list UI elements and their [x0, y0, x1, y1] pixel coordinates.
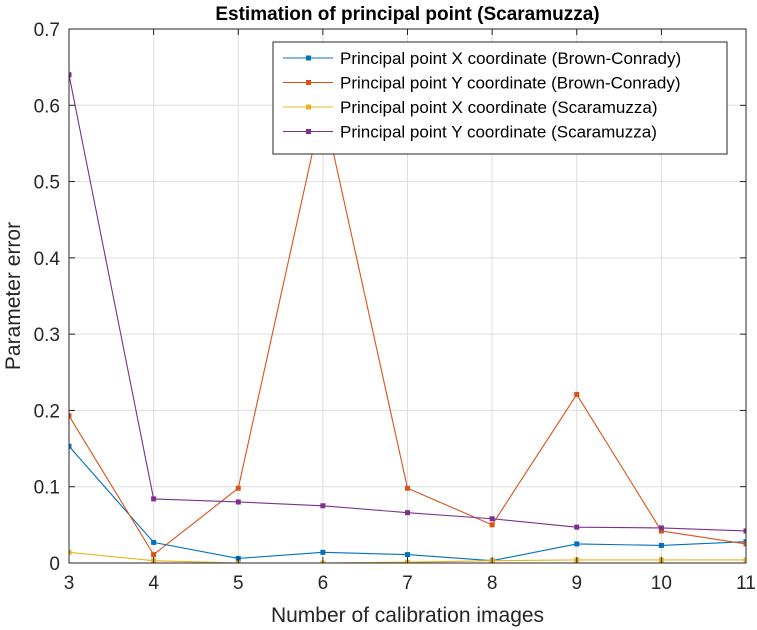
data-point — [405, 510, 410, 516]
data-point — [743, 541, 746, 547]
data-point — [151, 539, 157, 545]
legend-entry: Principal point X coordinate (Scaramuzza… — [340, 98, 657, 117]
legend-entry: Principal point Y coordinate (Brown-Conr… — [340, 74, 681, 93]
data-point — [235, 499, 241, 505]
x-tick-label: 8 — [487, 573, 498, 594]
x-tick-label: 9 — [571, 573, 582, 594]
legend-entry: Principal point Y coordinate (Scaramuzza… — [340, 123, 657, 142]
data-point — [69, 72, 72, 78]
data-point — [489, 516, 495, 522]
x-tick-label: 10 — [651, 573, 672, 594]
y-tick-label: 0.6 — [34, 96, 60, 117]
data-point — [69, 413, 72, 419]
y-tick-label: 0.5 — [34, 173, 60, 194]
x-tick-label: 4 — [148, 573, 159, 594]
data-point — [405, 552, 410, 558]
data-point — [489, 522, 495, 528]
y-tick-label: 0.2 — [34, 401, 60, 422]
data-point — [69, 549, 72, 555]
x-tick-label: 5 — [233, 573, 244, 594]
legend-swatch-marker — [306, 55, 311, 61]
legend-entry: Principal point X coordinate (Brown-Conr… — [340, 49, 681, 68]
legend-box — [272, 41, 728, 155]
x-axis-label: Number of calibration images — [271, 604, 544, 627]
x-tick-label: 7 — [402, 573, 413, 594]
data-point — [405, 485, 410, 491]
y-tick-label: 0.1 — [34, 478, 60, 499]
y-tick-label: 0.7 — [34, 20, 60, 41]
x-tick-label: 3 — [64, 573, 75, 594]
data-point — [69, 443, 72, 449]
legend: Principal point X coordinate (Brown-Conr… — [272, 41, 728, 155]
data-point — [743, 557, 746, 563]
data-point — [151, 496, 157, 502]
y-axis-label: Parameter error — [2, 222, 25, 370]
x-tick-label: 11 — [736, 573, 756, 594]
data-point — [320, 503, 326, 509]
y-tick-label: 0.4 — [34, 249, 61, 270]
data-point — [574, 541, 580, 547]
data-point — [658, 525, 664, 531]
chart-title: Estimation of principal point (Scaramuzz… — [215, 4, 599, 25]
legend-swatch-marker — [306, 104, 311, 110]
data-point — [320, 549, 326, 555]
data-point — [235, 485, 241, 491]
legend-swatch-marker — [306, 80, 311, 85]
x-tick-label: 6 — [318, 573, 329, 594]
data-point — [658, 528, 664, 534]
legend-swatch-marker — [306, 129, 311, 134]
y-tick-label: 0 — [49, 554, 60, 575]
y-tick-label: 0.3 — [34, 325, 60, 346]
data-point — [658, 542, 664, 548]
data-point — [574, 391, 580, 397]
data-point — [574, 524, 580, 530]
data-point — [743, 528, 746, 534]
data-point — [151, 552, 157, 558]
ticks: 3 4 5 6 7 8 9 10 11 0 0.1 0.2 0.3 0.4 0.5 0.6 0.7 — [34, 20, 756, 594]
